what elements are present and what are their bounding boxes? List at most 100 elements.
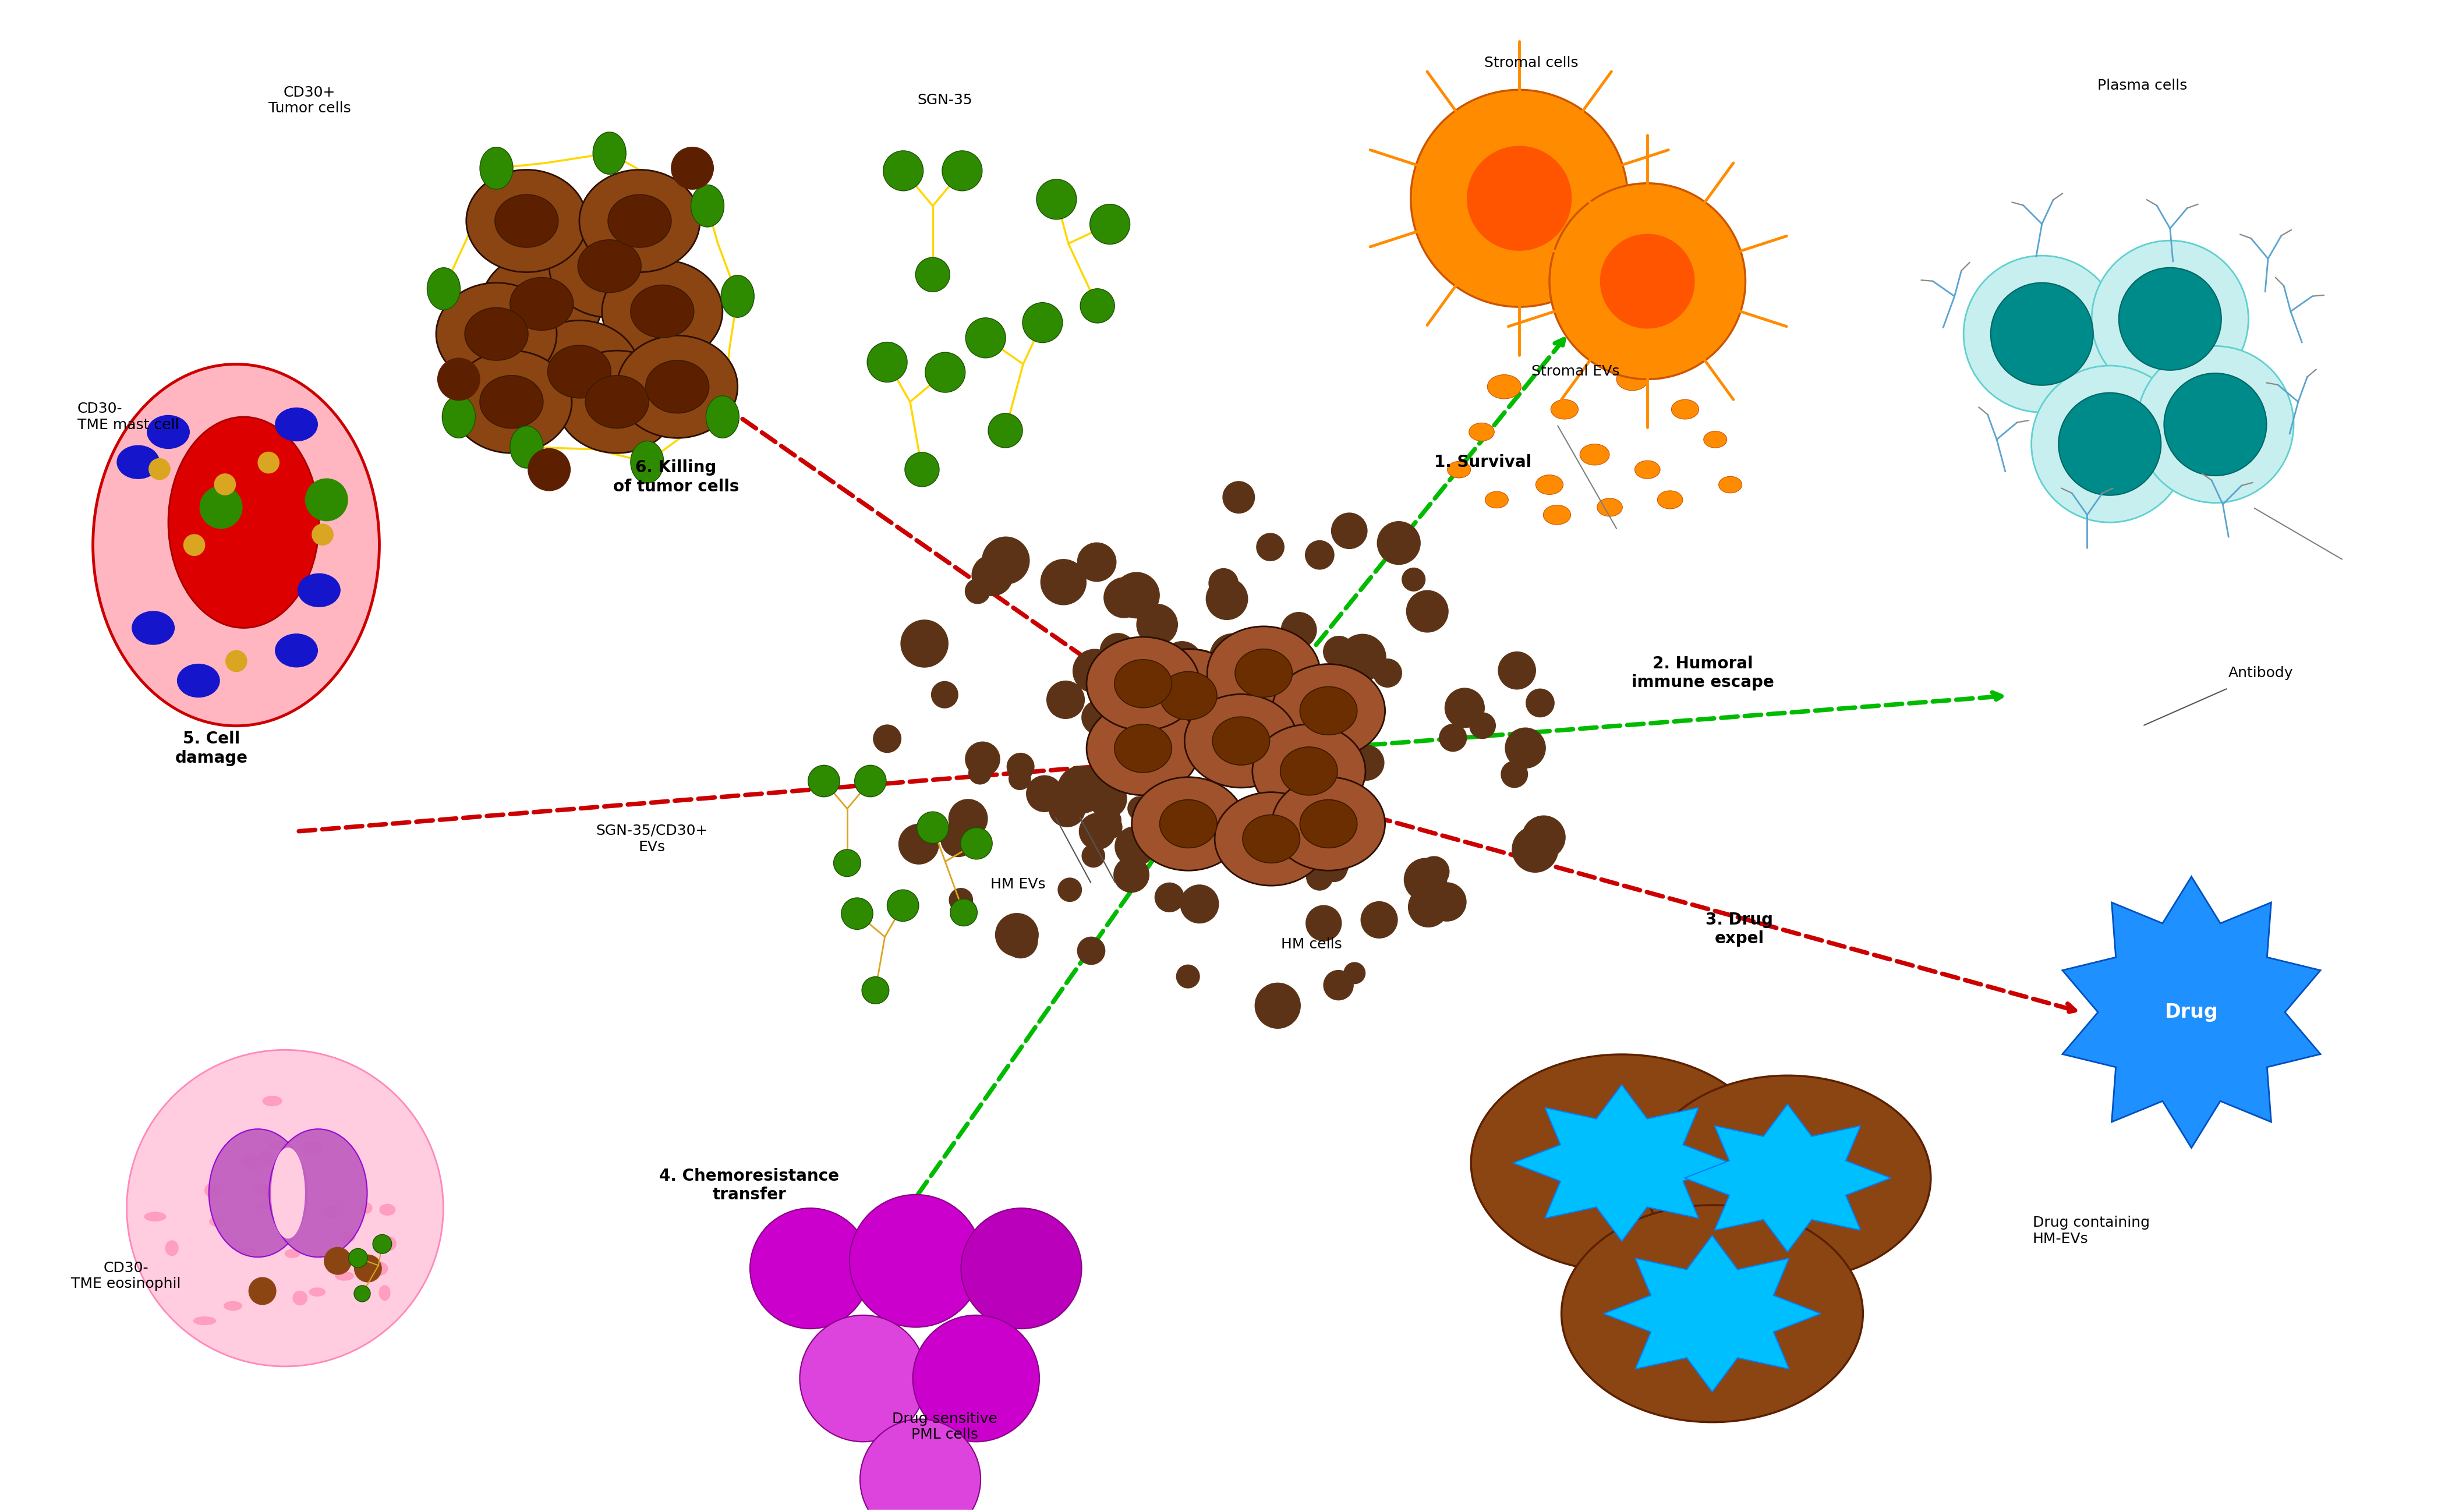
Circle shape bbox=[750, 1208, 870, 1329]
Circle shape bbox=[1439, 724, 1466, 751]
Circle shape bbox=[348, 1249, 368, 1267]
Ellipse shape bbox=[706, 396, 738, 438]
Polygon shape bbox=[1685, 1104, 1890, 1252]
Circle shape bbox=[1317, 848, 1349, 880]
Ellipse shape bbox=[208, 1217, 226, 1226]
Circle shape bbox=[2030, 366, 2187, 522]
Circle shape bbox=[1113, 857, 1150, 892]
Ellipse shape bbox=[481, 253, 601, 355]
Ellipse shape bbox=[380, 1285, 390, 1300]
Ellipse shape bbox=[1214, 792, 1327, 886]
Circle shape bbox=[1040, 559, 1086, 605]
Circle shape bbox=[809, 765, 839, 797]
Ellipse shape bbox=[383, 1237, 397, 1250]
Ellipse shape bbox=[1645, 1075, 1930, 1281]
Ellipse shape bbox=[1471, 1054, 1773, 1272]
Ellipse shape bbox=[586, 375, 650, 428]
Text: SGN-35/CD30+
EVs: SGN-35/CD30+ EVs bbox=[596, 824, 709, 854]
Circle shape bbox=[1444, 688, 1483, 727]
Ellipse shape bbox=[368, 1261, 387, 1276]
Circle shape bbox=[1991, 283, 2094, 386]
Circle shape bbox=[932, 682, 959, 708]
Circle shape bbox=[841, 898, 873, 930]
Ellipse shape bbox=[270, 1129, 368, 1256]
Ellipse shape bbox=[510, 278, 574, 330]
Circle shape bbox=[128, 1049, 444, 1367]
Ellipse shape bbox=[223, 1302, 243, 1311]
Ellipse shape bbox=[253, 1184, 275, 1196]
Circle shape bbox=[1128, 797, 1152, 821]
Circle shape bbox=[1081, 700, 1116, 735]
Ellipse shape bbox=[593, 132, 625, 174]
Ellipse shape bbox=[1160, 800, 1216, 848]
Circle shape bbox=[1037, 180, 1076, 219]
Circle shape bbox=[949, 800, 988, 838]
Ellipse shape bbox=[436, 283, 557, 386]
Circle shape bbox=[900, 824, 939, 863]
Ellipse shape bbox=[1596, 499, 1623, 517]
Ellipse shape bbox=[481, 147, 512, 189]
Circle shape bbox=[1282, 612, 1317, 647]
Circle shape bbox=[917, 812, 949, 844]
Ellipse shape bbox=[608, 195, 672, 248]
Text: 5. Cell
damage: 5. Cell damage bbox=[174, 730, 248, 767]
Ellipse shape bbox=[1116, 659, 1172, 708]
Circle shape bbox=[1057, 767, 1106, 813]
Ellipse shape bbox=[1086, 637, 1199, 730]
Circle shape bbox=[1224, 481, 1255, 513]
Circle shape bbox=[353, 1285, 370, 1302]
Ellipse shape bbox=[557, 351, 677, 454]
Ellipse shape bbox=[360, 1267, 375, 1275]
Circle shape bbox=[1101, 634, 1135, 670]
Text: 2. Humoral
immune escape: 2. Humoral immune escape bbox=[1631, 656, 1773, 691]
Ellipse shape bbox=[132, 611, 174, 644]
Circle shape bbox=[949, 888, 973, 912]
Ellipse shape bbox=[380, 1204, 395, 1216]
Ellipse shape bbox=[177, 664, 221, 697]
Text: CD30+
Tumor cells: CD30+ Tumor cells bbox=[267, 85, 351, 115]
Ellipse shape bbox=[1160, 671, 1216, 720]
Circle shape bbox=[1022, 302, 1062, 343]
Circle shape bbox=[1349, 745, 1383, 780]
Circle shape bbox=[1251, 655, 1280, 685]
Polygon shape bbox=[2062, 877, 2320, 1148]
Circle shape bbox=[966, 579, 991, 603]
Ellipse shape bbox=[1300, 686, 1356, 735]
Ellipse shape bbox=[1133, 649, 1246, 742]
Circle shape bbox=[1177, 965, 1199, 987]
Ellipse shape bbox=[1469, 423, 1493, 442]
Circle shape bbox=[1047, 680, 1084, 718]
Circle shape bbox=[888, 889, 920, 921]
Text: SGN-35: SGN-35 bbox=[917, 94, 973, 107]
Ellipse shape bbox=[341, 1232, 356, 1243]
Circle shape bbox=[1322, 856, 1346, 881]
Circle shape bbox=[915, 257, 949, 292]
Circle shape bbox=[1307, 863, 1331, 891]
Circle shape bbox=[900, 620, 949, 667]
Polygon shape bbox=[1513, 1084, 1731, 1241]
Ellipse shape bbox=[1719, 476, 1741, 493]
Ellipse shape bbox=[267, 1142, 287, 1151]
Ellipse shape bbox=[1562, 1205, 1864, 1423]
Circle shape bbox=[1209, 634, 1255, 679]
Ellipse shape bbox=[302, 1142, 324, 1155]
Circle shape bbox=[1008, 768, 1030, 789]
Ellipse shape bbox=[275, 408, 316, 442]
Ellipse shape bbox=[1253, 724, 1366, 818]
Ellipse shape bbox=[145, 1213, 167, 1222]
Ellipse shape bbox=[466, 307, 527, 360]
Circle shape bbox=[969, 762, 991, 785]
Ellipse shape bbox=[208, 1129, 306, 1256]
Ellipse shape bbox=[309, 1288, 326, 1296]
Text: Antibody: Antibody bbox=[2229, 667, 2293, 680]
Text: CD30-
TME eosinophil: CD30- TME eosinophil bbox=[71, 1261, 181, 1291]
Ellipse shape bbox=[1280, 747, 1336, 795]
Circle shape bbox=[1964, 256, 2121, 413]
Ellipse shape bbox=[257, 1201, 277, 1210]
Text: 6. Killing
of tumor cells: 6. Killing of tumor cells bbox=[613, 460, 738, 494]
Ellipse shape bbox=[549, 215, 669, 318]
Circle shape bbox=[1003, 924, 1037, 959]
Circle shape bbox=[1331, 513, 1368, 549]
Ellipse shape bbox=[451, 351, 571, 454]
Ellipse shape bbox=[691, 184, 723, 227]
